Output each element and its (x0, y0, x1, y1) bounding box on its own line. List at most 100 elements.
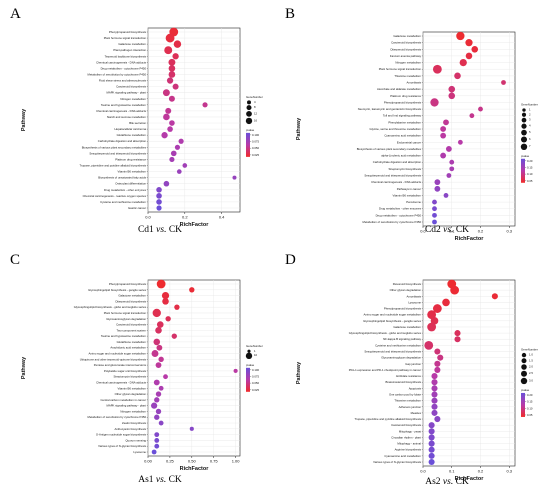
panel-d: D 0.0 0.1 0.2 0.3 Flavonoid biosynthesis Other… (285, 252, 538, 487)
data-point (471, 45, 479, 53)
size-legend-label: 3.0 (529, 378, 533, 382)
data-point (424, 340, 434, 350)
data-point (440, 126, 447, 132)
size-legend-dot (521, 117, 527, 123)
x-axis-label: RichFactor (180, 466, 210, 472)
colorbar-label: 0.20 (527, 393, 533, 397)
data-point (431, 403, 438, 410)
colorbar-label: 0.050 (252, 381, 259, 385)
data-point (156, 321, 164, 328)
pathway-label: Chemical carcinogenesis - DNA adducts (96, 60, 147, 64)
colorbar-label: 0.05 (527, 179, 533, 183)
pathway-label: Ubiquinone and other terpenoid-quinone b… (80, 357, 147, 361)
pathway-label: Platinum drug resistance (390, 94, 421, 98)
pathway-label: Plant hormone signal transduction (104, 36, 147, 40)
data-point (448, 85, 456, 93)
panel-title: Cd2 vs. CK (425, 225, 469, 235)
data-point (432, 206, 437, 212)
size-legend-dot (521, 370, 527, 377)
data-point (158, 385, 164, 391)
data-point (171, 333, 177, 339)
panel-a: A 0.0 0.2 0.4 Phenylpropanoid biosynthesis Pl… (10, 6, 263, 235)
data-point (173, 40, 182, 48)
pvalue-colorbar (246, 367, 250, 392)
data-point (440, 132, 447, 139)
pathway-label: Nitrogen metabolism (120, 409, 146, 413)
data-point (428, 440, 435, 447)
pathway-label: Glycosphingolipid biosynthesis - globo a… (349, 331, 422, 335)
data-point (437, 354, 444, 361)
x-axis-label: RichFactor (180, 222, 210, 228)
x-tick-label: 0.4 (219, 215, 225, 220)
data-point (176, 169, 182, 174)
pathway-label: Mitophagy - yeast (399, 429, 421, 433)
pathway-label: Metabolism of xenobiotics by cytochrome … (88, 72, 147, 76)
data-point (454, 72, 461, 80)
pathway-label: Arachidonic acid metabolism (110, 346, 146, 350)
data-point (155, 391, 162, 397)
pathway-label: Vitamin B6 metabolism (392, 193, 421, 197)
x-tick-label: 1.00 (232, 459, 241, 464)
data-point (154, 432, 160, 438)
pathway-label: Thiamine metabolism (394, 399, 421, 403)
pathway-label: Drug metabolism - other enzymes (379, 207, 422, 211)
data-point (156, 205, 162, 211)
colorbar-label: 0.075 (252, 140, 259, 144)
data-point (174, 144, 181, 150)
size-legend-dot (520, 143, 528, 151)
pathway-label: PD-L1 expression and PD-1 checkpoint pat… (349, 368, 421, 372)
pathway-label: Other glycan degradation (390, 288, 422, 292)
pathway-label: Biosynthesis of various plant secondary … (82, 145, 147, 149)
size-legend-dot (521, 123, 527, 129)
title-vs: vs. (156, 225, 166, 235)
title-prefix: As1 (138, 475, 156, 485)
data-point (446, 173, 452, 178)
x-tick-label: 0.0 (420, 469, 426, 474)
x-tick-label: 0.00 (144, 459, 153, 464)
pathway-label: Hepatocellular carcinoma (114, 127, 146, 131)
x-tick-label: 0.3 (506, 469, 512, 474)
pathway-label: Antifolate resistance (396, 374, 422, 378)
size-legend-label: 8 (254, 105, 256, 109)
title-vs: vs. (443, 477, 453, 487)
color-legend-title: pvalue (246, 128, 255, 132)
size-legend-dot (520, 377, 528, 385)
pathway-label: Streptomycin biosynthesis (389, 167, 422, 171)
pathway-label: Other glycan degradation (115, 392, 147, 396)
data-point (443, 119, 449, 126)
data-point (154, 397, 160, 403)
data-point (450, 285, 460, 295)
x-tick-label: 0.0 (145, 215, 151, 220)
data-point (428, 446, 435, 453)
data-point (430, 98, 439, 107)
data-point (168, 65, 176, 72)
pathway-label: Fanconi anemia pathway (390, 54, 422, 58)
pathway-label: Carbohydrate digestion and absorption (98, 139, 147, 143)
pathway-label: Glutathione metabolism (117, 340, 147, 344)
pathway-label: Amino sugar and nucleotide sugar metabol… (363, 313, 421, 317)
colorbar-label: 0.025 (252, 153, 259, 157)
data-point (434, 366, 441, 373)
size-legend-label: 4 (529, 124, 531, 128)
pathway-label: Taurine and hypotaurine metabolism (101, 334, 147, 338)
size-legend-label: 5 (529, 130, 531, 134)
data-point (166, 77, 174, 84)
data-point (431, 373, 438, 380)
data-point (189, 287, 195, 293)
data-point (169, 120, 175, 126)
pathway-label: Pentose and glucuronate interconversions (94, 363, 147, 367)
pathway-label: Anthocyanin biosynthesis (114, 427, 146, 431)
pvalue-colorbar (521, 392, 525, 417)
data-point (154, 443, 160, 449)
data-point (153, 379, 160, 386)
data-point (457, 139, 463, 145)
x-tick-label: 0.75 (210, 459, 219, 464)
pathway-label: Carotenoid biosynthesis (391, 41, 421, 45)
size-legend-label: 6 (529, 137, 531, 141)
data-point (170, 150, 177, 157)
data-point (158, 420, 164, 426)
data-point (163, 113, 170, 121)
data-point (432, 64, 442, 74)
panel-title: Cd1 vs. CK (138, 225, 182, 235)
panel-letter: C (10, 252, 20, 268)
